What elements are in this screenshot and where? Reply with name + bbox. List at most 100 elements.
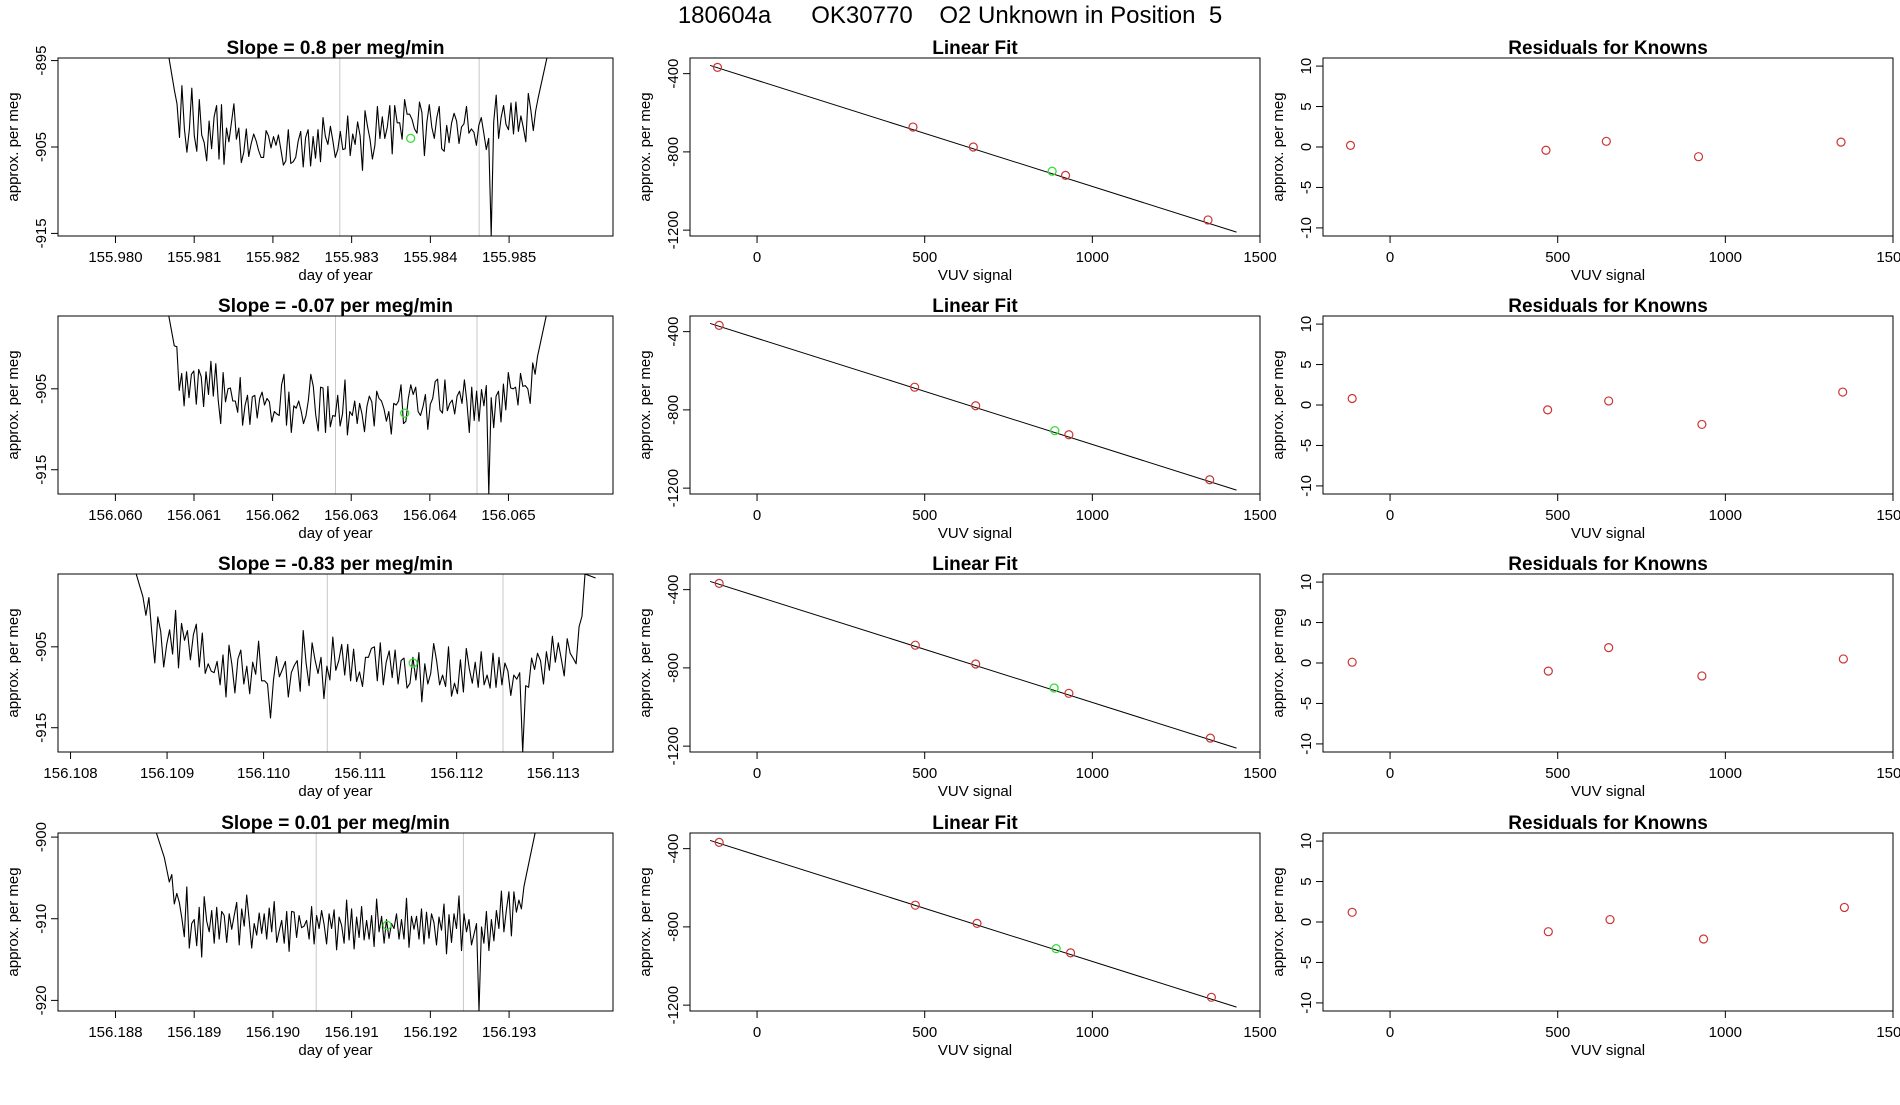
x-tick-label: 1500: [1243, 765, 1276, 782]
known-point: [910, 900, 920, 910]
plot-area: [1345, 136, 1846, 162]
x-tick-label: 1000: [1709, 1024, 1742, 1041]
x-tick-label: 156.190: [246, 1024, 300, 1041]
x-tick-label: 1500: [1243, 1024, 1276, 1041]
y-tick-label: -5: [1298, 439, 1315, 452]
residual-point: [1698, 934, 1709, 944]
x-tick-label: 0: [753, 1024, 761, 1041]
unknown-point: [1049, 683, 1059, 693]
residual-point: [1543, 927, 1553, 937]
known-point: [908, 122, 918, 132]
y-tick-label: 5: [1298, 102, 1315, 110]
residuals-panel-3: Residuals for Knowns 0 500 1000 1500 VUV sign…: [1270, 554, 1900, 800]
residuals-panel-2: Residuals for Knowns 0 500 1000 1500 VUV sign…: [1270, 296, 1900, 542]
known-point: [714, 578, 724, 588]
x-tick-label: 156.063: [324, 507, 378, 524]
y-tick-label: 0: [1298, 918, 1315, 926]
panel-title: Residuals for Knowns: [1508, 554, 1708, 575]
y-tick-label: -10: [1298, 475, 1315, 497]
linear-fit-panel-2: Linear Fit 0 500 1000 1500 VUV signal -400 -800…: [637, 296, 1277, 542]
x-tick-label: 500: [1545, 1024, 1570, 1041]
known-point: [714, 837, 724, 847]
plot-area: [709, 837, 1237, 1008]
x-tick-label: 0: [1386, 507, 1394, 524]
residual-point: [1543, 405, 1553, 415]
y-tick-label: -10: [1298, 217, 1315, 239]
linear-fit-panel-3: Linear Fit 0 500 1000 1500 VUV signal -400 -800…: [637, 554, 1277, 800]
timeseries-panel-3: Slope = -0.83 per meg/min 156.108 156.109 1…: [5, 554, 614, 800]
y-tick-label: -400: [665, 59, 682, 89]
y-tick-label: 10: [1298, 833, 1315, 850]
plot-area: [709, 320, 1237, 491]
known-point: [1205, 475, 1215, 485]
x-tick-label: 156.113: [527, 765, 580, 782]
x-tick-label: 156.111: [334, 765, 386, 782]
series-trace: [168, 58, 548, 236]
y-tick-label: -910: [33, 904, 50, 934]
plot-area: [1347, 902, 1849, 944]
y-tick-label: -800: [665, 137, 682, 167]
y-axis-label: approx. per meg: [637, 92, 654, 201]
plot-area: [1347, 643, 1848, 681]
residual-point: [1839, 902, 1849, 913]
x-tick-label: 0: [1386, 249, 1394, 266]
axes-box: [689, 315, 1261, 495]
panel-title: Slope = -0.83 per meg/min: [218, 554, 453, 575]
x-axis-label: VUV signal: [1571, 267, 1645, 284]
known-point: [1203, 215, 1213, 225]
linear-fit-panel-4: Linear Fit 0 500 1000 1500 VUV signal -400 -800…: [637, 813, 1277, 1059]
x-tick-label: 0: [1386, 1024, 1394, 1041]
y-tick-label: 5: [1298, 877, 1315, 885]
plot-area: [709, 578, 1237, 749]
y-axis-label: approx. per meg: [637, 608, 654, 717]
panel-title: Linear Fit: [932, 296, 1018, 317]
y-tick-label: -800: [665, 653, 682, 683]
plot-area: [1347, 387, 1848, 430]
unknown-point: [408, 658, 418, 668]
x-tick-label: 156.188: [88, 1024, 142, 1041]
unknown-point: [1051, 943, 1061, 954]
x-tick-label: 156.062: [245, 507, 299, 524]
panel-title: Linear Fit: [932, 813, 1018, 834]
y-tick-label: -920: [33, 985, 50, 1015]
residual-point: [1838, 387, 1848, 397]
y-tick-label: -400: [665, 575, 682, 605]
y-axis-label: approx. per meg: [1270, 350, 1287, 459]
axes-box: [1322, 57, 1894, 237]
y-tick-label: -5: [1298, 181, 1315, 194]
unknown-point: [406, 133, 416, 144]
x-axis-label: VUV signal: [1571, 783, 1645, 800]
residual-point: [1836, 137, 1846, 147]
unknown-point: [1047, 166, 1057, 176]
y-tick-label: 0: [1298, 401, 1315, 409]
x-tick-label: 1000: [1076, 249, 1109, 266]
x-tick-label: 156.065: [481, 507, 535, 524]
y-tick-label: -1200: [665, 211, 682, 249]
known-point: [968, 142, 978, 152]
x-tick-label: 156.112: [430, 765, 483, 782]
series-trace: [155, 833, 536, 1011]
panel-title: Linear Fit: [932, 554, 1018, 575]
known-point: [1205, 733, 1215, 743]
plot-area: [168, 58, 548, 236]
y-axis-label: approx. per meg: [1270, 867, 1287, 976]
x-tick-label: 500: [912, 765, 937, 782]
known-point: [712, 62, 723, 72]
y-tick-label: -10: [1298, 992, 1315, 1014]
known-point: [1065, 948, 1076, 958]
x-tick-label: 500: [1545, 249, 1570, 266]
y-tick-label: 10: [1298, 574, 1315, 591]
timeseries-panel-1: Slope = 0.8 per meg/min 155.980 155.981 155…: [5, 38, 614, 284]
y-axis-label: approx. per meg: [5, 92, 22, 201]
x-axis-label: VUV signal: [1571, 1042, 1645, 1059]
x-tick-label: 500: [912, 249, 937, 266]
axes-box: [689, 57, 1261, 237]
y-axis-label: approx. per meg: [1270, 92, 1287, 201]
residual-point: [1347, 907, 1357, 917]
y-tick-label: 5: [1298, 360, 1315, 368]
x-tick-label: 1500: [1876, 507, 1900, 524]
panel-title: Residuals for Knowns: [1508, 813, 1708, 834]
known-point: [1060, 170, 1071, 180]
